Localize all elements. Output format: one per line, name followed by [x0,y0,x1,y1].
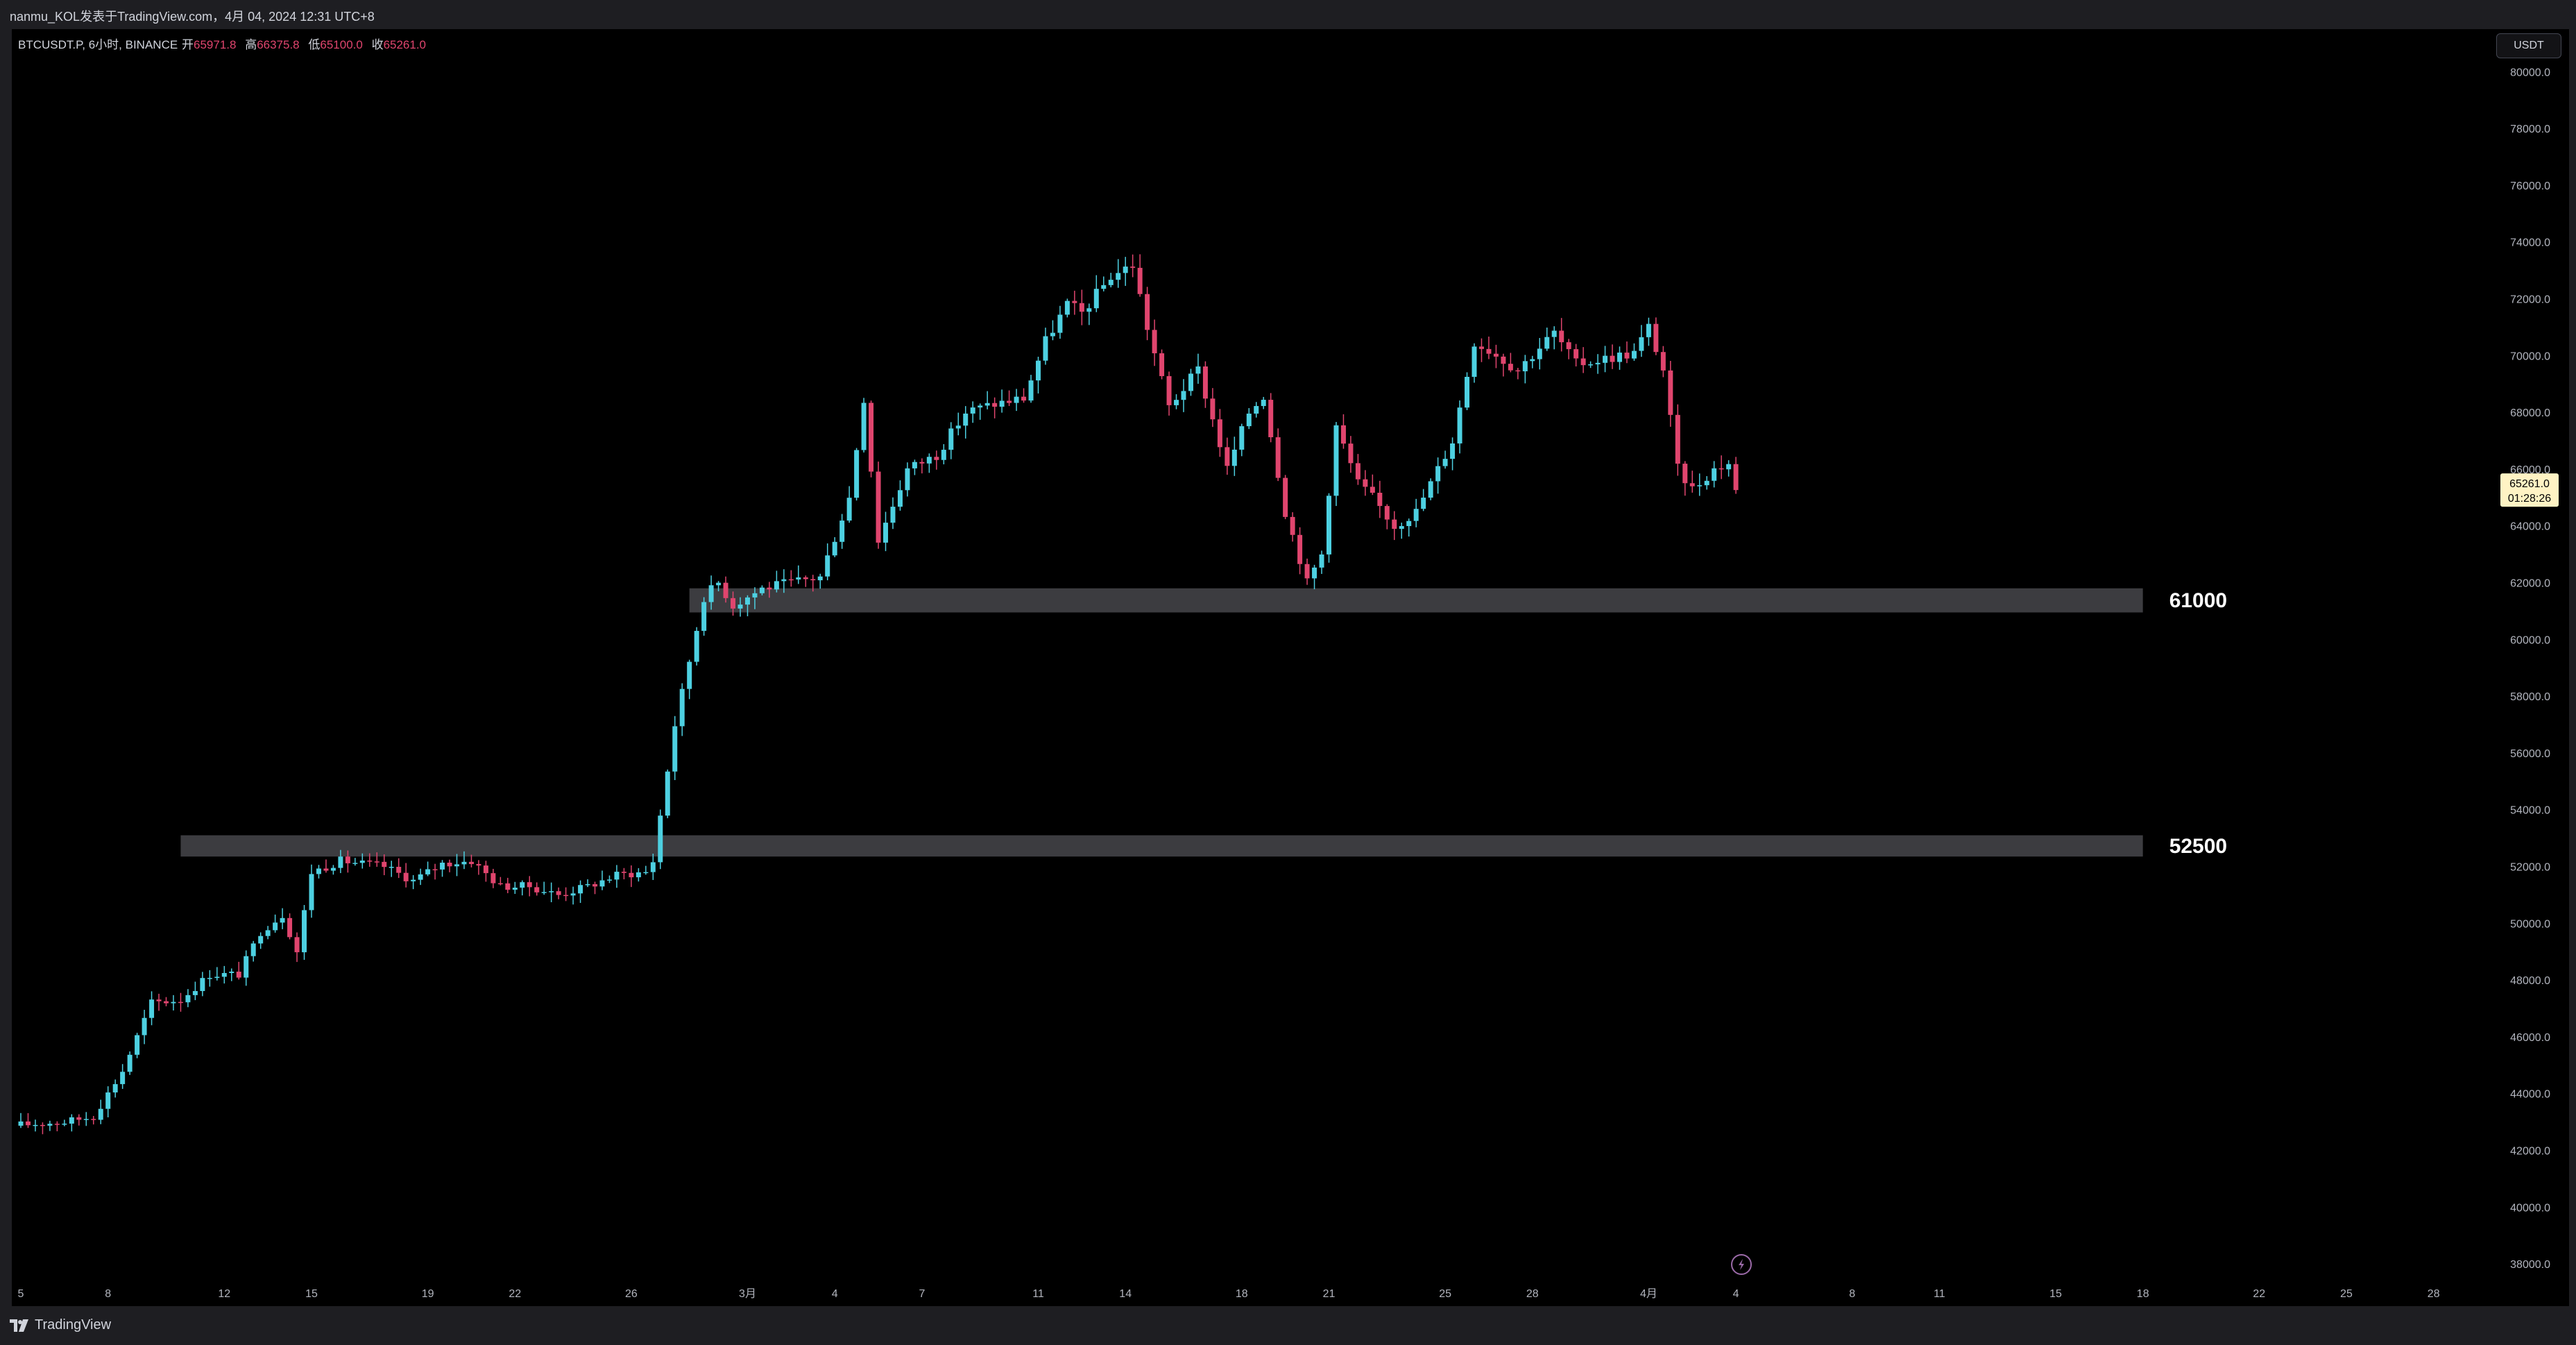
publication-title: nanmu_KOL发表于TradingView.com，4月 04, 2024 … [10,10,375,24]
currency-button[interactable]: USDT [2496,33,2561,58]
top-bar: nanmu_KOL发表于TradingView.com，4月 04, 2024 … [0,0,2576,29]
bottom-bar [0,1306,2576,1345]
chart-pane[interactable] [12,29,2569,1306]
tradingview-logo[interactable]: TradingView [10,1317,111,1333]
tradingview-brand: TradingView [35,1317,112,1333]
tradingview-logo-icon [10,1319,28,1332]
